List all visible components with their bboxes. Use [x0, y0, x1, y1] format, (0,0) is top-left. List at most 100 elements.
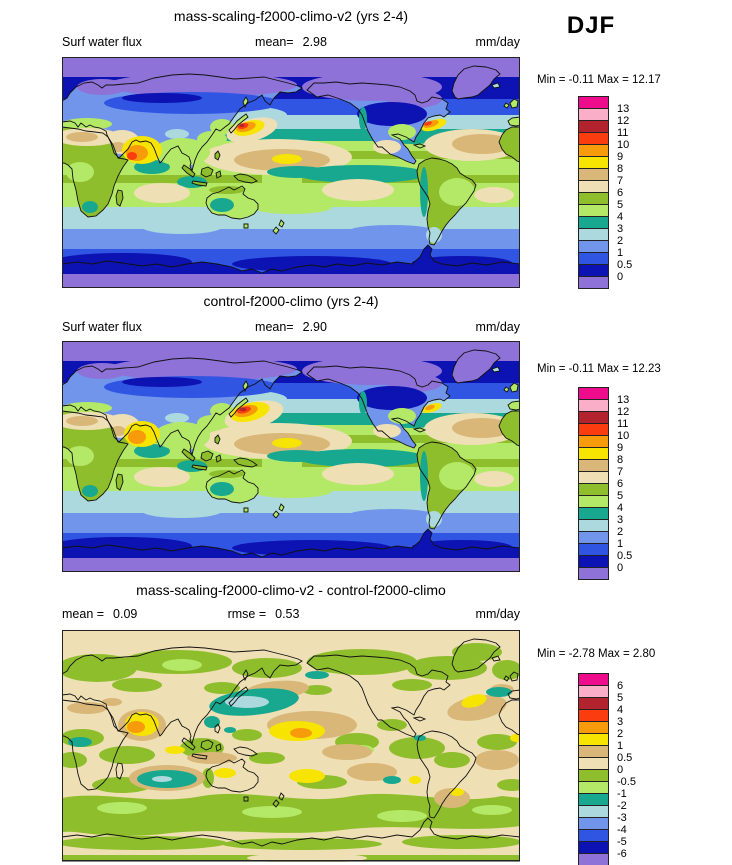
- colorbar-tick-label: -3: [617, 812, 627, 824]
- colorbar-tick-label: 7: [617, 466, 624, 478]
- colorbar-tick-label: 8: [617, 163, 624, 175]
- colorbar-swatch: [579, 216, 608, 228]
- panel3-units: mm/day: [475, 607, 520, 621]
- panel1-header-row: Surf water flux mean= 2.98 mm/day: [62, 35, 520, 50]
- colorbar-labels: 13 12 11 10 9 8 7 6 5 4 3 2 1 0.5 0: [617, 97, 657, 289]
- colorbar-swatch: [579, 192, 608, 204]
- panel2-header-row: Surf water flux mean= 2.90 mm/day: [62, 320, 520, 335]
- colorbar-swatch: [579, 423, 608, 435]
- panel3-colorbar: 6 5 4 3 2 1 0.5 0 -0.5 -1 -2 -3 -4 -5 -6: [578, 673, 668, 865]
- colorbar-swatch: [579, 276, 608, 288]
- panel3-mean-label: mean =: [62, 607, 105, 621]
- colorbar-swatch: [579, 144, 608, 156]
- colorbar-swatch: [579, 531, 608, 543]
- colorbar-tick-label: 0: [617, 271, 624, 283]
- colorbar-tick-label: 3: [617, 514, 624, 526]
- colorbar-swatch: [579, 435, 608, 447]
- colorbar-labels: 6 5 4 3 2 1 0.5 0 -0.5 -1 -2 -3 -4 -5 -6: [617, 674, 657, 865]
- colorbar-tick-label: 1: [617, 740, 624, 752]
- colorbar-tick-label: -4: [617, 824, 627, 836]
- colorbar-swatch: [579, 567, 608, 579]
- colorbar-swatch: [579, 108, 608, 120]
- colorbar-swatch: [579, 471, 608, 483]
- colorbar-tick-label: 2: [617, 235, 624, 247]
- map-mass-scaling: [62, 57, 520, 288]
- panel2-colorbar: 13 12 11 10 9 8 7 6 5 4 3 2 1 0.5 0: [578, 387, 668, 582]
- colorbar-swatch: [579, 120, 608, 132]
- colorbar-swatch: [579, 399, 608, 411]
- map-control: [62, 341, 520, 572]
- colorbar-tick-label: 3: [617, 223, 624, 235]
- colorbar-swatch: [579, 805, 608, 817]
- colorbar-tick-label: -0.5: [617, 776, 636, 788]
- colorbar-tick-label: 0.5: [617, 259, 633, 271]
- panel3-title: mass-scaling-f2000-climo-v2 - control-f2…: [136, 582, 446, 598]
- panel1-units: mm/day: [475, 35, 520, 49]
- colorbar-swatch: [579, 180, 608, 192]
- season-label: DJF: [566, 12, 616, 39]
- panel1-mean-label: mean=: [255, 35, 294, 49]
- colorbar-tick-label: 2: [617, 526, 624, 538]
- colorbar-swatch: [579, 204, 608, 216]
- panel1-mean: mean= 2.98: [255, 35, 327, 49]
- colorbar-tick-label: 1: [617, 247, 624, 259]
- colorbar-tick-label: 6: [617, 680, 624, 692]
- colorbar-tick-label: 1: [617, 538, 624, 550]
- colorbar-swatch: [579, 793, 608, 805]
- panel2-minmax: Min = -0.11 Max = 12.23: [537, 363, 661, 375]
- panel3-rmse: rmse = 0.53: [228, 607, 300, 621]
- colorbar-swatch: [579, 817, 608, 829]
- colorbar-tick-label: 8: [617, 454, 624, 466]
- colorbar-swatch: [579, 841, 608, 853]
- colorbar-tick-label: 4: [617, 502, 624, 514]
- colorbar-swatch: [579, 757, 608, 769]
- colorbar-tick-label: 6: [617, 478, 624, 490]
- colorbar-swatch: [579, 685, 608, 697]
- panel1-variable-label: Surf water flux: [62, 35, 142, 49]
- colorbar-swatch: [579, 745, 608, 757]
- colorbar-tick-label: 12: [617, 406, 630, 418]
- panel3-mean-value: 0.09: [113, 607, 138, 621]
- colorbar-tick-label: 13: [617, 103, 630, 115]
- colorbar-swatch: [579, 781, 608, 793]
- colorbar-tick-label: 10: [617, 430, 630, 442]
- panel1-colorbar: 13 12 11 10 9 8 7 6 5 4 3 2 1 0.5 0: [578, 96, 668, 291]
- colorbar-swatch: [579, 388, 608, 399]
- panel3-minmax: Min = -2.78 Max = 2.80: [537, 648, 656, 660]
- colorbar-swatch: [579, 543, 608, 555]
- colorbar-swatches: [578, 673, 609, 865]
- colorbar-swatches: [578, 96, 609, 289]
- panel2-mean-label: mean=: [255, 320, 294, 334]
- panel2-variable-label: Surf water flux: [62, 320, 142, 334]
- colorbar-tick-label: 0.5: [617, 550, 633, 562]
- colorbar-swatch: [579, 156, 608, 168]
- colorbar-tick-label: 12: [617, 115, 630, 127]
- colorbar-tick-label: 7: [617, 175, 624, 187]
- panel1-mean-value: 2.98: [302, 35, 327, 49]
- panel3-mean: mean = 0.09: [62, 607, 137, 621]
- colorbar-tick-label: 6: [617, 187, 624, 199]
- colorbar-tick-label: 3: [617, 716, 624, 728]
- colorbar-swatch: [579, 97, 608, 108]
- colorbar-swatch: [579, 495, 608, 507]
- colorbar-labels: 13 12 11 10 9 8 7 6 5 4 3 2 1 0.5 0: [617, 388, 657, 580]
- colorbar-swatch: [579, 252, 608, 264]
- colorbar-swatch: [579, 697, 608, 709]
- colorbar-swatch: [579, 555, 608, 567]
- colorbar-swatch: [579, 240, 608, 252]
- colorbar-tick-label: 5: [617, 692, 624, 704]
- colorbar-swatch: [579, 829, 608, 841]
- colorbar-tick-label: 0: [617, 764, 624, 776]
- colorbar-swatch: [579, 483, 608, 495]
- map3-negative-patches: [62, 643, 520, 862]
- colorbar-tick-label: 2: [617, 728, 624, 740]
- colorbar-tick-label: 4: [617, 211, 624, 223]
- colorbar-tick-label: 9: [617, 151, 624, 163]
- panel2-title: control-f2000-climo (yrs 2-4): [203, 293, 379, 309]
- colorbar-swatch: [579, 132, 608, 144]
- colorbar-swatch: [579, 519, 608, 531]
- colorbar-tick-label: 5: [617, 490, 624, 502]
- map3-cold-cells: [68, 671, 512, 788]
- colorbar-swatch: [579, 228, 608, 240]
